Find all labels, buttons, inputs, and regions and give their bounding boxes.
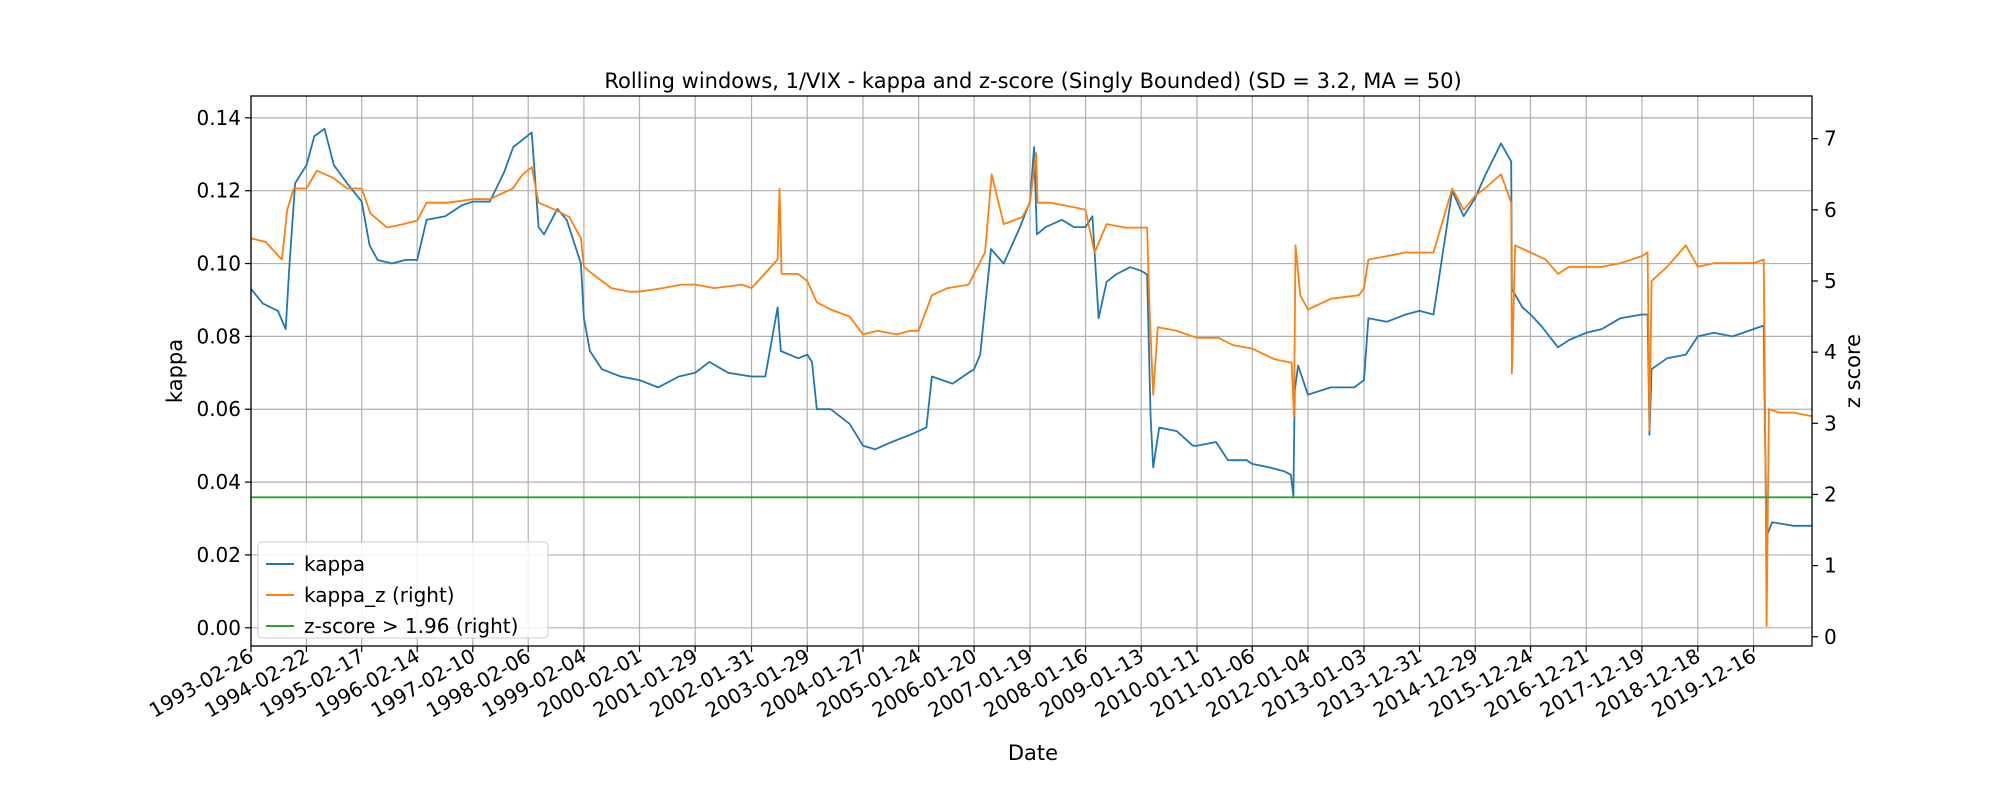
left-tick-label: 0.00 <box>196 616 241 640</box>
left-tick-label: 0.12 <box>196 179 241 203</box>
legend-label: z-score > 1.96 (right) <box>304 614 518 638</box>
left-tick-label: 0.04 <box>196 470 241 494</box>
plot-frame <box>250 95 1813 647</box>
series-line-kappa <box>250 127 1812 538</box>
legend-box <box>257 541 549 639</box>
right-tick-label: 0 <box>1824 625 1837 649</box>
chart-title: Rolling windows, 1/VIX - kappa and z-sco… <box>604 69 1461 93</box>
left-axis: 0.00 0.02 0.04 0.06 0.08 0.10 0.12 0.14 <box>196 106 251 640</box>
right-tick-label: 6 <box>1824 198 1837 222</box>
right-tick-label: 3 <box>1824 411 1837 435</box>
series-layer <box>250 127 1813 627</box>
left-axis-title: kappa <box>163 339 187 403</box>
left-tick-label: 0.10 <box>196 252 241 276</box>
legend: kappa kappa_z (right) z-score > 1.96 (righ… <box>257 541 549 639</box>
x-axis-title: Date <box>1008 741 1058 765</box>
right-tick-label: 4 <box>1824 340 1837 364</box>
right-tick-label: 5 <box>1824 269 1837 293</box>
left-tick-label: 0.02 <box>196 543 241 567</box>
right-tick-label: 7 <box>1824 127 1837 151</box>
right-axis-title: z score <box>1841 334 1865 408</box>
left-tick-label: 0.14 <box>196 106 241 130</box>
right-tick-label: 2 <box>1824 482 1837 506</box>
right-tick-label: 1 <box>1824 554 1837 578</box>
legend-label: kappa_z (right) <box>304 583 455 607</box>
left-tick-label: 0.08 <box>196 324 241 348</box>
series-line-kappa-z <box>250 152 1813 627</box>
left-tick-label: 0.06 <box>196 397 241 421</box>
right-axis: 0 1 2 3 4 5 6 7 <box>1812 127 1837 649</box>
legend-label: kappa <box>304 552 365 576</box>
